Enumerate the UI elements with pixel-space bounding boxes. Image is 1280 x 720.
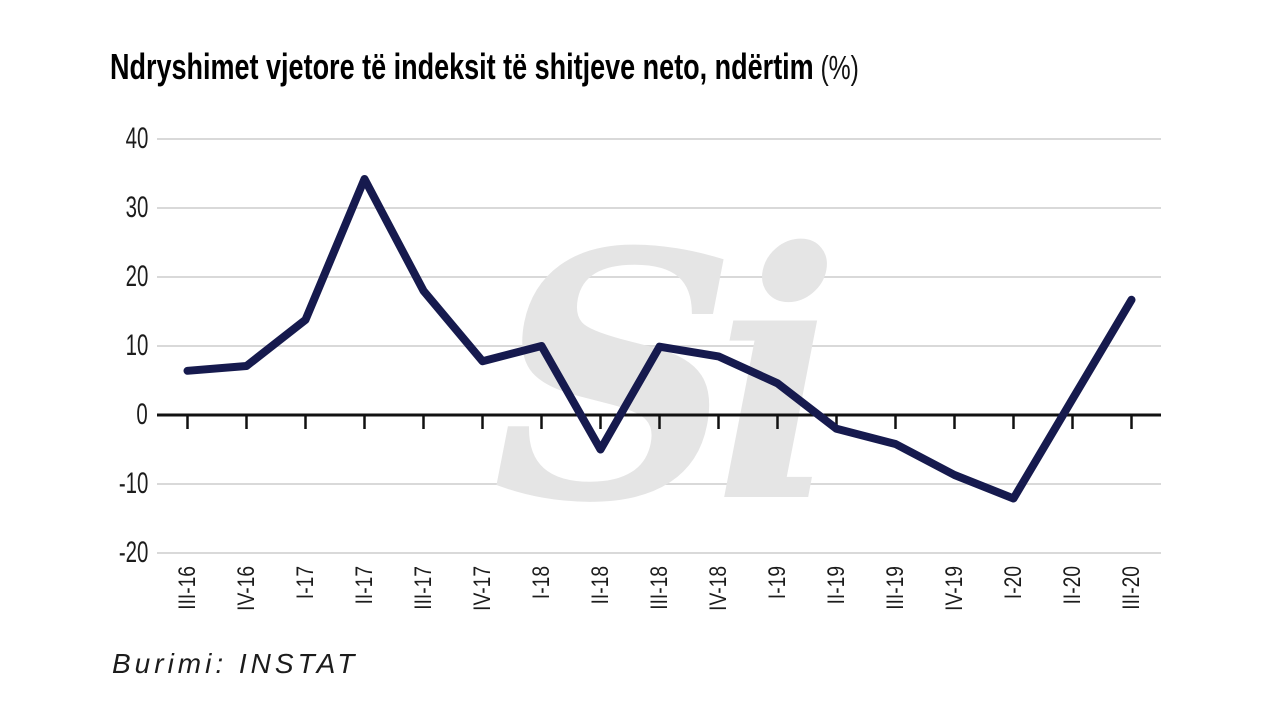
x-tick-label: III-19 xyxy=(881,566,909,621)
y-tick-label: 40 xyxy=(58,124,148,154)
y-tick-label-text: -20 xyxy=(118,536,148,569)
x-tick-label-text: III-20 xyxy=(1117,566,1145,610)
y-tick-label-text: 0 xyxy=(136,398,148,431)
x-tick-label: IV-17 xyxy=(468,566,496,622)
x-tick-label-text: III-18 xyxy=(645,566,673,610)
x-tick-label: I-20 xyxy=(999,566,1027,607)
x-tick-label: III-16 xyxy=(173,566,201,621)
x-tick-label-text: II-20 xyxy=(1058,566,1086,605)
x-tick-label: IV-16 xyxy=(232,566,260,622)
x-tick-label: IV-19 xyxy=(940,566,968,622)
chart-title: Ndryshimet vjetore të indeksit të shitje… xyxy=(110,46,859,88)
y-tick-label: 10 xyxy=(58,331,148,361)
y-tick-label-text: 40 xyxy=(125,122,148,155)
x-tick-label: II-17 xyxy=(350,566,378,614)
y-tick-label-text: 30 xyxy=(125,191,148,224)
x-tick-label: III-18 xyxy=(645,566,673,621)
y-tick-label-text: -10 xyxy=(118,467,148,500)
x-tick-label-text: IV-17 xyxy=(468,566,496,611)
x-tick-label: II-18 xyxy=(586,566,614,614)
x-tick-label-text: I-18 xyxy=(527,566,555,600)
y-tick-label: -20 xyxy=(58,538,148,568)
x-tick-label-text: II-17 xyxy=(350,566,378,605)
x-tick-label-text: IV-18 xyxy=(704,566,732,611)
y-tick-label: 0 xyxy=(58,400,148,430)
y-tick-label: -10 xyxy=(58,469,148,499)
y-tick-label: 30 xyxy=(58,193,148,223)
x-tick-label: III-20 xyxy=(1117,566,1145,621)
x-tick-label: IV-18 xyxy=(704,566,732,622)
chart-title-unit: (%) xyxy=(820,49,859,86)
y-tick-label: 20 xyxy=(58,262,148,292)
y-tick-label-text: 10 xyxy=(125,329,148,362)
x-tick-label-text: IV-19 xyxy=(940,566,968,611)
x-tick-label: I-19 xyxy=(763,566,791,607)
x-tick-label-text: I-20 xyxy=(999,566,1027,600)
x-tick-label: II-20 xyxy=(1058,566,1086,614)
x-tick-label-text: III-16 xyxy=(173,566,201,610)
x-tick-label-text: II-19 xyxy=(822,566,850,605)
x-tick-label-text: I-17 xyxy=(291,566,319,600)
x-tick-label: III-17 xyxy=(409,566,437,621)
y-tick-label-text: 20 xyxy=(125,260,148,293)
chart-title-text: Ndryshimet vjetore të indeksit të shitje… xyxy=(110,46,814,87)
x-tick-label: II-19 xyxy=(822,566,850,614)
x-tick-label-text: IV-16 xyxy=(232,566,260,611)
data-line xyxy=(183,175,1136,503)
x-tick-label: I-18 xyxy=(527,566,555,607)
x-tick-label: I-17 xyxy=(291,566,319,607)
watermark-logo: Si xyxy=(492,179,829,578)
x-tick-label-text: II-18 xyxy=(586,566,614,605)
x-tick-label-text: III-19 xyxy=(881,566,909,610)
source-note: Burimi: INSTAT xyxy=(112,648,359,679)
x-tick-label-text: I-19 xyxy=(763,566,791,600)
x-tick-label-text: III-17 xyxy=(409,566,437,610)
